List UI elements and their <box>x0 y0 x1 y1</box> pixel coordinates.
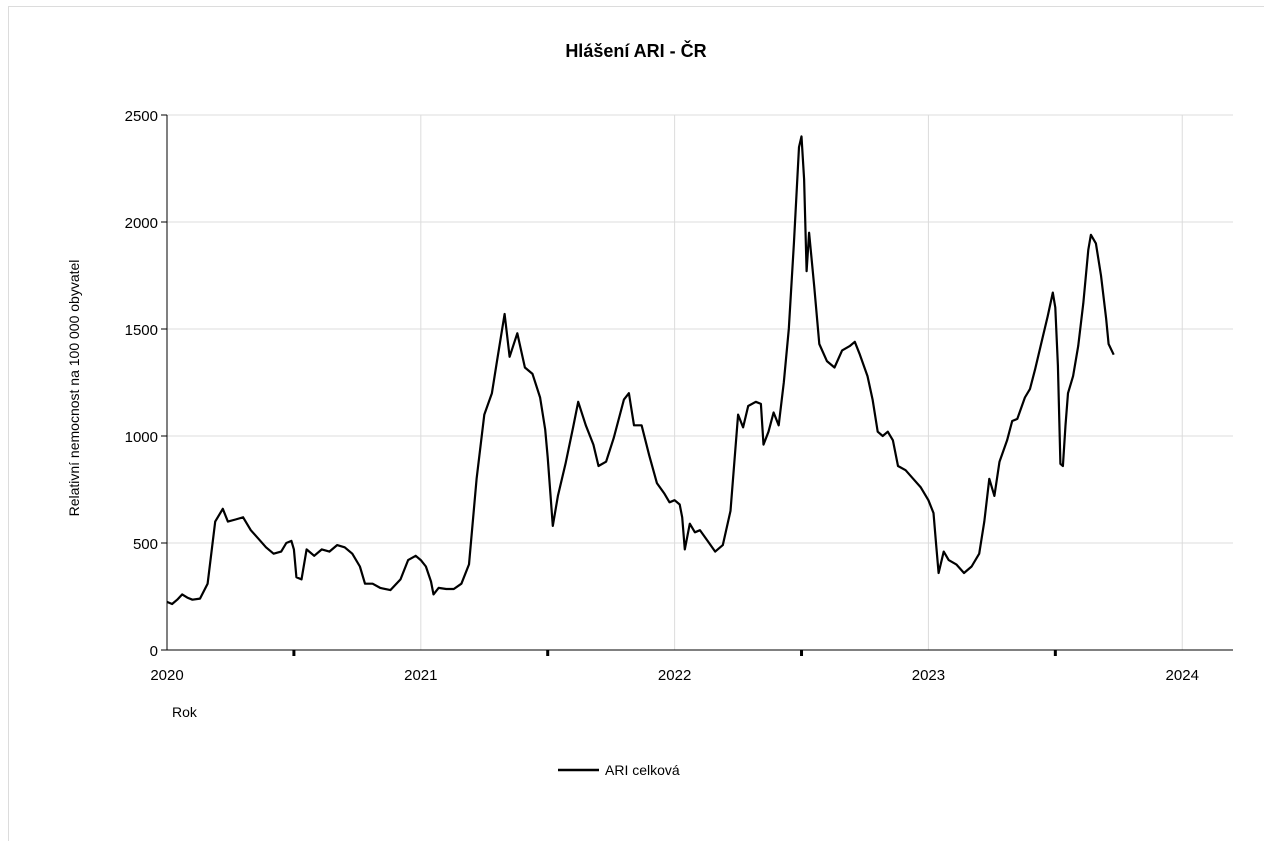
chart-title: Hlášení ARI - ČR <box>565 40 706 61</box>
x-axis-title: Rok <box>172 704 198 720</box>
x-tick-label: 2022 <box>658 667 691 684</box>
y-tick-label: 2500 <box>125 108 158 125</box>
x-tick-label: 2021 <box>404 667 437 684</box>
y-tick-label: 1000 <box>125 429 158 446</box>
y-tick-label: 0 <box>150 643 158 660</box>
x-tick-label: 2024 <box>1166 667 1199 684</box>
series-line-ari-celkova <box>166 135 1115 606</box>
legend: ARI celková <box>558 762 680 778</box>
y-tick-label: 1500 <box>125 322 158 339</box>
y-axis-title: Relativní nemocnost na 100 000 obyvatel <box>66 260 82 517</box>
y-tick-label: 500 <box>133 536 158 553</box>
chart-frame: Hlášení ARI - ČR 0 500 1000 1500 2000 2500 202… <box>8 6 1264 841</box>
x-tick-label: 2023 <box>912 667 945 684</box>
grid <box>167 114 1233 650</box>
legend-label: ARI celková <box>605 762 680 778</box>
x-tick-label: 2020 <box>150 667 183 684</box>
chart: Hlášení ARI - ČR 0 500 1000 1500 2000 2500 202… <box>66 40 1233 778</box>
axis-ticks: 0 500 1000 1500 2000 2500 2020 2021 2022 2023 2024 <box>125 108 1199 684</box>
y-tick-label: 2000 <box>125 215 158 232</box>
